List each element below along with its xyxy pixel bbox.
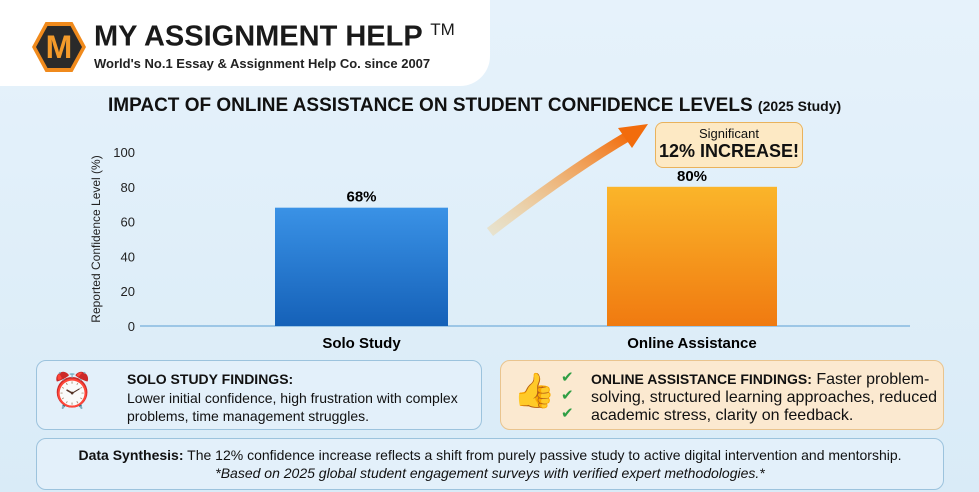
y-tick-label: 0: [128, 319, 135, 334]
bar-online-assistance: [607, 186, 777, 326]
y-tick-label: 80: [121, 180, 135, 195]
logo-icon: M: [32, 22, 86, 72]
y-tick-label: 60: [121, 215, 135, 230]
y-tick-label: 40: [121, 249, 135, 264]
brand-name: MY ASSIGNMENT HELP TM: [94, 20, 455, 53]
increase-arrow: [486, 130, 633, 236]
solo-findings-card: ⏰ SOLO STUDY FINDINGS: Lower initial con…: [36, 360, 482, 430]
thumbs-up-checklist-icon: 👍: [513, 372, 556, 410]
data-label: 68%: [346, 189, 376, 206]
arrow-head: [618, 124, 648, 148]
brand-tagline: World's No.1 Essay & Assignment Help Co.…: [94, 56, 431, 71]
bar-solo-study: [275, 207, 448, 326]
online-findings-card: 👍 ✔ ✔ ✔ ONLINE ASSISTANCE FINDINGS: Faster…: [500, 360, 944, 430]
y-axis-label: Reported Confidence Level (%): [89, 155, 103, 322]
check-icons: ✔ ✔ ✔: [561, 369, 574, 422]
clock-question-icon: ⏰: [51, 372, 94, 410]
chart-title: IMPACT OF ONLINE ASSISTANCE ON STUDENT C…: [108, 95, 842, 116]
increase-callout: Significant 12% INCREASE!: [655, 122, 803, 168]
data-label: 80%: [677, 168, 707, 185]
y-tick-label: 20: [121, 284, 135, 299]
data-synthesis-card: Data Synthesis: The 12% confidence incre…: [36, 438, 944, 490]
x-tick-label: Online Assistance: [627, 335, 757, 352]
x-tick-label: Solo Study: [322, 335, 401, 352]
y-tick-label: 100: [113, 145, 135, 160]
bar-chart: 0 20 40 60 80 100 Reported Confidence Level (%…: [89, 124, 910, 352]
logo-header: M MY ASSIGNMENT HELP TM World's No.1 Ess…: [0, 0, 490, 86]
